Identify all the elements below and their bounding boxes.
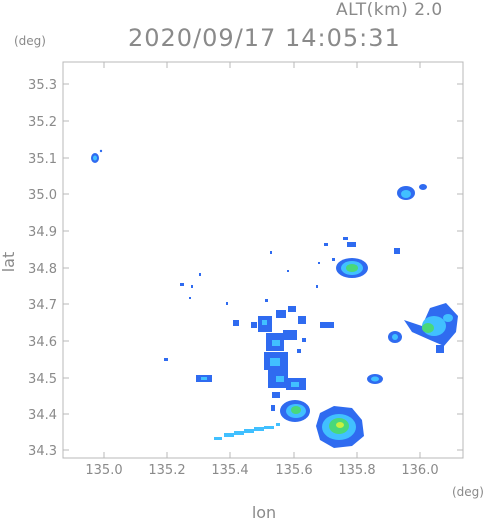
x-unit-label: (deg) [452, 485, 484, 499]
x-tick-label: 135.8 [338, 463, 375, 478]
echo-cell [397, 184, 427, 200]
echo-cell [280, 400, 310, 422]
y-tick-label: 34.4 [28, 408, 57, 423]
y-tick-label: 34.3 [28, 444, 57, 459]
x-ticks [103, 62, 421, 458]
echo-cell [196, 375, 212, 382]
y-tick-label: 34.7 [28, 298, 57, 313]
echo-cell [367, 374, 383, 384]
echo-cell [180, 237, 400, 299]
x-axis-title: lon [252, 503, 276, 521]
echo-streak [214, 423, 280, 440]
y-tick-label: 34.6 [28, 335, 57, 350]
echo-cell [316, 406, 364, 448]
echo-cell [336, 258, 368, 278]
echo-cell [404, 303, 458, 353]
y-tick-label: 35.0 [28, 188, 57, 203]
x-tick-label: 135.4 [211, 463, 248, 478]
echo-cell [388, 331, 402, 343]
y-tick-label: 34.8 [28, 262, 57, 277]
radar-echoes [91, 149, 458, 448]
echo-cell [91, 149, 103, 163]
x-tick-label: 135.0 [85, 463, 122, 478]
y-tick-label: 35.2 [28, 115, 57, 130]
y-tick-label: 34.5 [28, 372, 57, 387]
y-axis-title: lat [0, 252, 18, 273]
altitude-label: ALT(km) 2.0 [336, 0, 443, 20]
y-tick-label: 35.1 [28, 152, 57, 167]
plot-frame [62, 61, 464, 459]
timestamp-title: 2020/09/17 14:05:31 [128, 24, 401, 52]
y-tick-label: 35.3 [28, 78, 57, 93]
y-ticks [63, 83, 463, 451]
x-tick-label: 135.6 [275, 463, 312, 478]
echo-cell [262, 320, 299, 387]
echo-cell [164, 299, 334, 411]
y-unit-label: (deg) [14, 34, 46, 48]
x-tick-label: 135.2 [148, 463, 185, 478]
x-tick-label: 136.0 [401, 463, 438, 478]
y-tick-label: 34.9 [28, 225, 57, 240]
